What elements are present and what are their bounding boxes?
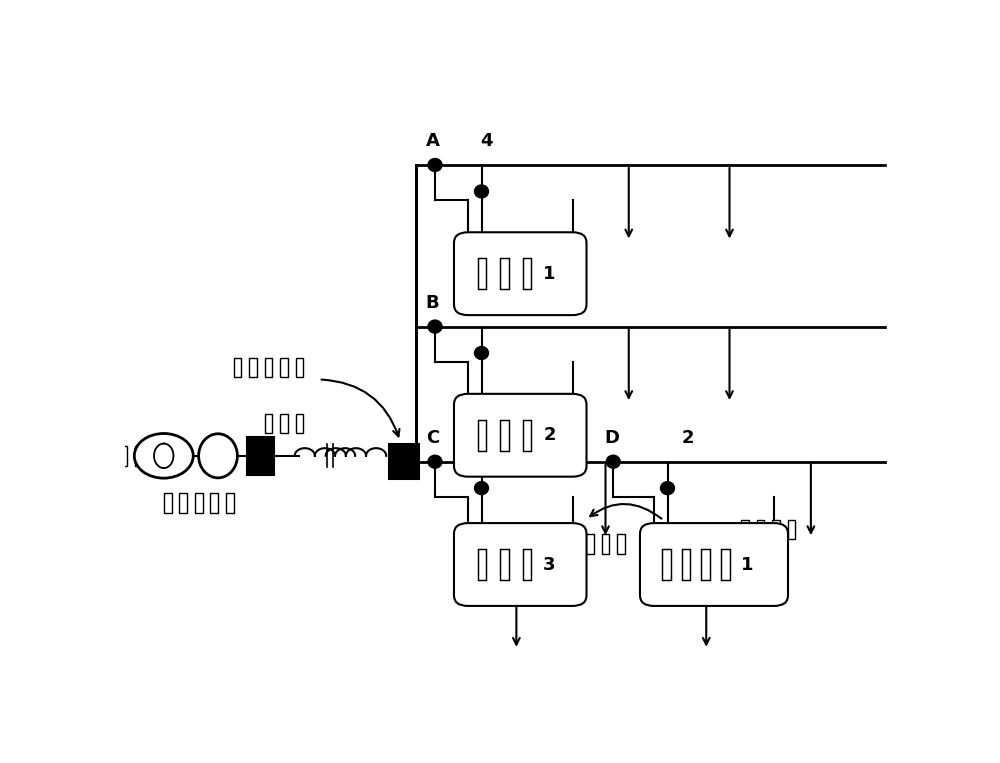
Text: D: D xyxy=(604,429,619,447)
Bar xyxy=(280,414,288,433)
Bar xyxy=(280,358,288,378)
Bar xyxy=(701,549,710,580)
Bar xyxy=(662,549,671,580)
Text: 1: 1 xyxy=(543,265,556,282)
Ellipse shape xyxy=(428,320,442,333)
Bar xyxy=(195,493,202,513)
Bar xyxy=(210,493,218,513)
Bar xyxy=(500,258,509,289)
Bar xyxy=(523,420,531,451)
Bar xyxy=(478,420,486,451)
Bar xyxy=(721,549,730,580)
Bar xyxy=(120,446,127,465)
Bar xyxy=(247,436,274,475)
Ellipse shape xyxy=(428,456,442,468)
Bar xyxy=(523,549,531,580)
Text: 3: 3 xyxy=(480,294,492,312)
Ellipse shape xyxy=(661,481,674,494)
Text: 1: 1 xyxy=(741,555,754,574)
Text: C: C xyxy=(426,429,439,447)
Ellipse shape xyxy=(475,346,488,359)
Text: A: A xyxy=(426,132,440,150)
Bar xyxy=(500,549,509,580)
FancyBboxPatch shape xyxy=(454,232,587,315)
FancyBboxPatch shape xyxy=(454,523,587,606)
Text: 3: 3 xyxy=(543,555,556,574)
Bar xyxy=(226,493,234,513)
Ellipse shape xyxy=(475,481,488,494)
Bar xyxy=(741,520,749,539)
Bar xyxy=(249,358,257,378)
Bar xyxy=(555,534,563,554)
Bar xyxy=(523,258,531,289)
Text: 4: 4 xyxy=(480,132,492,150)
Bar xyxy=(135,446,143,465)
Bar xyxy=(234,358,241,378)
Bar xyxy=(788,520,795,539)
FancyBboxPatch shape xyxy=(640,523,788,606)
Text: B: B xyxy=(426,294,439,312)
Ellipse shape xyxy=(199,434,237,478)
Bar xyxy=(500,420,509,451)
Bar xyxy=(772,520,780,539)
Bar xyxy=(682,549,690,580)
Bar xyxy=(179,493,187,513)
Ellipse shape xyxy=(428,159,442,172)
Bar xyxy=(478,258,486,289)
Bar xyxy=(478,549,486,580)
Bar xyxy=(264,414,272,433)
Ellipse shape xyxy=(606,456,620,468)
Bar xyxy=(296,358,303,378)
Circle shape xyxy=(134,433,193,478)
Bar xyxy=(264,358,272,378)
Bar xyxy=(389,444,419,479)
Text: 2: 2 xyxy=(681,429,694,447)
Bar xyxy=(571,534,578,554)
Text: 2: 2 xyxy=(543,427,556,444)
Bar xyxy=(757,520,764,539)
Bar xyxy=(296,414,303,433)
Ellipse shape xyxy=(475,185,488,198)
Text: 1: 1 xyxy=(480,429,492,447)
FancyBboxPatch shape xyxy=(454,394,587,477)
Bar xyxy=(164,493,172,513)
Bar xyxy=(586,534,594,554)
Bar xyxy=(617,534,625,554)
Bar xyxy=(602,534,609,554)
